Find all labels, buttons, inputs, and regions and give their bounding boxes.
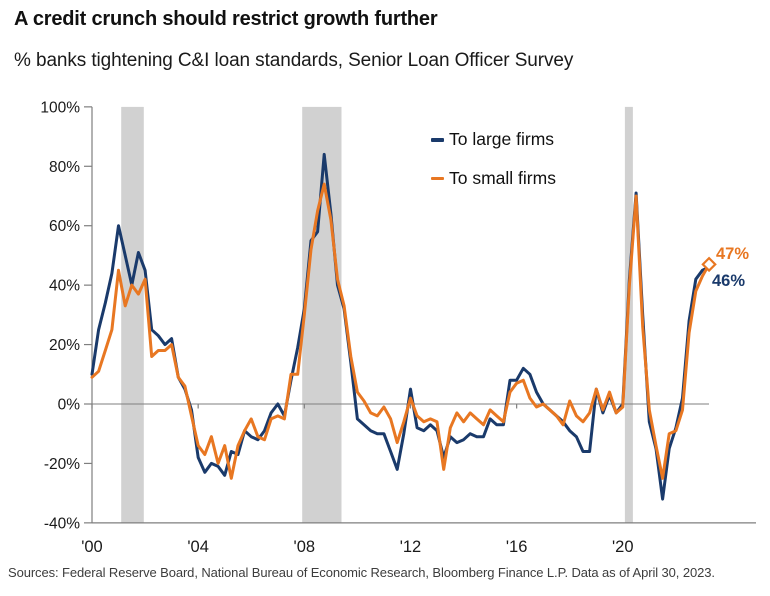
- x-tick-label: '08: [294, 538, 316, 556]
- recession-band-1: [121, 106, 144, 523]
- y-tick-label: 0%: [58, 397, 81, 414]
- y-tick-label: 60%: [49, 218, 80, 235]
- y-tick-label: -40%: [44, 515, 80, 532]
- x-tick-label: '00: [81, 538, 103, 556]
- legend-item-large-firms: To large firms: [431, 129, 556, 149]
- sources-note: Sources: Federal Reserve Board, National…: [8, 565, 715, 580]
- end-label-large-firms: 46%: [712, 272, 746, 290]
- y-tick-label: 100%: [40, 99, 80, 116]
- y-tick-label: 80%: [49, 159, 80, 176]
- x-tick-label: '12: [400, 538, 422, 556]
- legend-item-small-firms: To small firms: [431, 167, 556, 188]
- chart-subtitle: % banks tightening C&I loan standards, S…: [14, 50, 574, 71]
- y-tick-label: 20%: [49, 337, 80, 354]
- series-line-large-firms: [90, 152, 711, 501]
- latest-point-diamond-icon: [701, 256, 717, 273]
- end-label-small-firms: 47%: [716, 245, 750, 263]
- y-tick-label: -20%: [44, 456, 80, 473]
- x-tick-label: '04: [187, 538, 209, 556]
- series-line-small-firms: [90, 182, 711, 480]
- y-tick-label: 40%: [49, 278, 80, 295]
- x-tick-label: '20: [612, 538, 634, 556]
- legend-swatch-small-firms-icon: [431, 176, 444, 180]
- x-tick-label: '16: [506, 538, 528, 556]
- legend-label-large-firms: To large firms: [449, 129, 555, 149]
- chart-legend: To large firms To small firms: [431, 129, 556, 188]
- chart-title: A credit crunch should restrict growth f…: [14, 8, 438, 30]
- legend-swatch-large-firms-icon: [431, 138, 444, 142]
- legend-label-small-firms: To small firms: [449, 167, 556, 188]
